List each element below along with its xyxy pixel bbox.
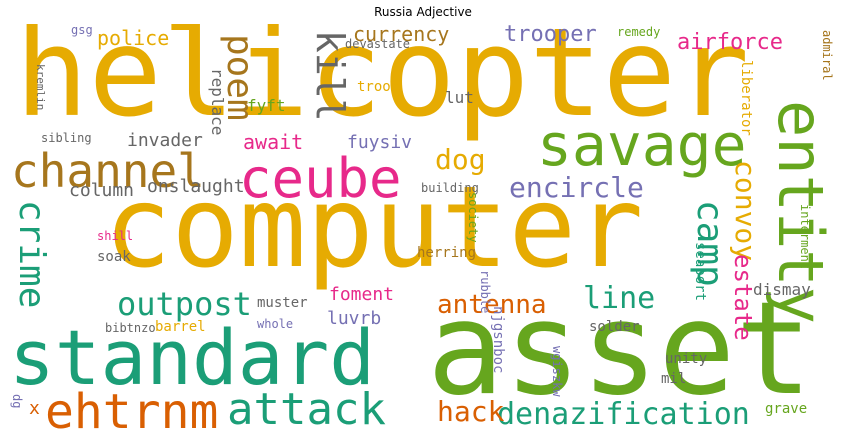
word: building [421, 181, 479, 195]
word: hack [437, 395, 505, 428]
word: sibling [41, 131, 92, 145]
word: replace [208, 68, 227, 136]
word: crime [11, 200, 52, 309]
word: line [583, 281, 656, 316]
word: seaport [692, 242, 708, 302]
word: asset [427, 275, 813, 424]
word: entity [764, 100, 837, 324]
word: rubble [478, 270, 492, 314]
word: ceube [239, 147, 402, 210]
word: await [243, 130, 304, 154]
word: dismay [753, 280, 811, 299]
word: whole [257, 317, 294, 331]
word: channel [11, 144, 205, 198]
word: lut [445, 88, 474, 107]
word: foment [329, 284, 395, 305]
word: shill [97, 229, 134, 243]
word: gsg [71, 24, 93, 37]
word: luvrb [327, 308, 382, 329]
word: camp [689, 200, 730, 287]
word: police [97, 26, 170, 50]
word: grave [765, 401, 808, 417]
word: unity [665, 351, 708, 367]
word: savage [537, 111, 747, 179]
word: antenna [437, 290, 547, 320]
word: dg [10, 394, 24, 409]
word: remedy [617, 25, 661, 39]
word-cloud: helicopter computer asset standard savag… [9, 24, 837, 442]
word: column [69, 180, 135, 201]
word: trooper [504, 24, 597, 47]
word: barrel [155, 319, 206, 335]
word: fuysiv [347, 132, 413, 153]
word: troop [357, 79, 400, 95]
word: standard [9, 313, 376, 402]
word: ehtrnm [45, 384, 219, 440]
word: x [29, 398, 40, 419]
word: denazification [497, 397, 750, 432]
word: mil [661, 371, 687, 387]
word: bibtnzo [105, 321, 156, 335]
word: airforce [677, 30, 783, 55]
word: njgsnboc [490, 306, 506, 374]
word: onslaught [147, 176, 245, 197]
word: devastate [345, 37, 411, 51]
word: computer [104, 163, 644, 293]
word: encircle [509, 171, 644, 204]
word: kremlin [34, 64, 47, 111]
word: fyft [247, 96, 286, 115]
word: soak [97, 249, 131, 265]
word: currency [353, 24, 450, 46]
word: poem [219, 34, 260, 121]
word: wgiszkw [550, 346, 564, 397]
word: interment [798, 204, 812, 270]
word: kill [308, 30, 352, 122]
word: admiral [820, 30, 834, 81]
word: liberator [738, 60, 754, 136]
word: invader [127, 130, 203, 151]
word: solder [589, 319, 640, 335]
word: dog [435, 143, 486, 176]
word: estate [729, 254, 757, 341]
word: attack [227, 384, 386, 435]
word: muster [257, 295, 308, 311]
word: herring [417, 245, 477, 261]
word: society [466, 192, 480, 243]
word: outpost [117, 285, 252, 323]
word: helicopter [15, 24, 750, 144]
word: convoy [729, 160, 762, 262]
chart-title: Russia Adjective [374, 5, 472, 19]
